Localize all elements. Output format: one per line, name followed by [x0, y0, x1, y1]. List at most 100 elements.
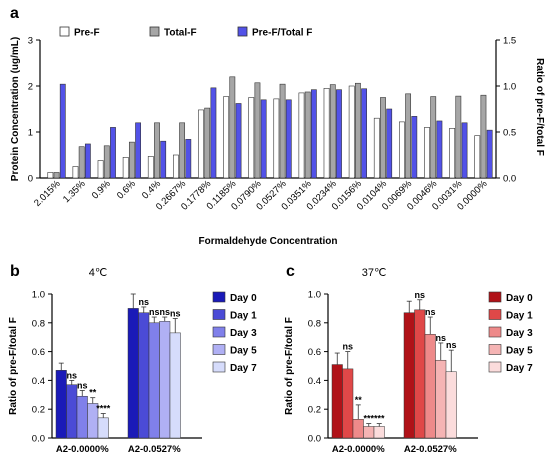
- bar-pre-f-total-f: [361, 88, 367, 179]
- bar-total-f: [304, 91, 311, 179]
- y-tick-label: 1.0: [308, 290, 321, 301]
- significance-label: **: [355, 395, 363, 405]
- x-category-label: A2-0.0527%: [128, 444, 181, 455]
- significance-label: ns: [66, 370, 77, 380]
- x-tick-label: 1.35%: [61, 178, 88, 205]
- bar-day-5: [159, 321, 171, 439]
- bar-pre-f: [248, 97, 255, 179]
- significance-label: ns: [170, 308, 181, 318]
- significance-label: ns: [342, 342, 353, 352]
- bar-total-f: [128, 141, 135, 179]
- bar-day-3: [424, 334, 436, 439]
- legend-label: Day 3: [506, 328, 533, 339]
- significance-label: **: [89, 388, 97, 398]
- bar-pre-f-total-f: [260, 99, 267, 179]
- legend-swatch: [488, 291, 502, 303]
- bar-pre-f: [298, 92, 305, 179]
- y-tick-label-left: 1: [28, 128, 33, 139]
- bar-pre-f-total-f: [235, 103, 242, 179]
- bar-pre-f: [97, 160, 104, 179]
- y-tick-label: 0.6: [308, 347, 321, 358]
- y-tick-label-right: 1.5: [503, 36, 516, 47]
- significance-label: ns: [435, 333, 446, 343]
- significance-label: ****: [96, 404, 111, 414]
- bar-pre-f: [474, 135, 481, 179]
- bar-total-f: [455, 95, 462, 179]
- bar-pre-f-total-f: [59, 83, 66, 179]
- y-tick-label: 0.0: [32, 434, 45, 445]
- x-tick-label: 2.015%: [32, 178, 63, 209]
- bar-pre-f-total-f: [411, 116, 418, 179]
- legend-swatch: [59, 26, 70, 37]
- bar-total-f: [204, 107, 211, 179]
- legend-c: Day 0 Day 1 Day 3 Day 5 Day 7: [488, 291, 533, 374]
- bar-total-f: [480, 94, 487, 179]
- bar-pre-f-total-f: [135, 122, 141, 179]
- x-category-label: A2-0.0000%: [56, 444, 109, 455]
- significance-label: ns: [425, 307, 436, 317]
- panel-a: a 0 1 2 3 0.0 0.5 1.0 1.5 Protein Concentration (…: [10, 5, 545, 247]
- legend-label: Day 5: [230, 346, 257, 357]
- bar-day-3: [352, 419, 364, 439]
- bar-pre-f: [47, 172, 54, 179]
- legend-label: Day 0: [506, 293, 533, 304]
- panel-title: 4℃: [89, 267, 107, 279]
- bar-total-f: [229, 76, 236, 179]
- bar-day-0: [55, 370, 67, 439]
- significance-label: ns: [446, 340, 457, 350]
- y-tick-label-left: 0: [28, 174, 33, 185]
- bar-day-5: [435, 359, 447, 439]
- x-tick-label: 0.6%: [115, 178, 138, 201]
- y-tick-label-left: 2: [28, 82, 33, 93]
- bar-pre-f-total-f: [310, 89, 317, 179]
- legend-swatch: [212, 361, 226, 373]
- y-axis-label-left: Protein Concentration (ug/mL): [10, 37, 21, 181]
- bar-day-1: [66, 384, 78, 439]
- panel-c: c 37℃ 0.0 0.2 0.4 0.6 0.8 1.0 Ratio of pre-F/tot…: [284, 263, 533, 455]
- legend-swatch: [488, 344, 502, 355]
- bar-total-f: [430, 96, 437, 179]
- bar-total-f: [329, 84, 336, 179]
- legend-swatch: [237, 26, 248, 37]
- bar-total-f: [279, 83, 286, 179]
- y-tick-label: 0.0: [308, 434, 321, 445]
- bar-pre-f: [399, 121, 405, 179]
- legend-swatch: [149, 26, 160, 37]
- bar-pre-f: [373, 117, 380, 179]
- bar-total-f: [179, 122, 186, 179]
- legend-label: Day 7: [230, 363, 257, 374]
- bar-total-f: [354, 82, 361, 179]
- legend-swatch: [212, 344, 226, 355]
- y-tick-label-left: 3: [28, 36, 33, 47]
- legend-label: Day 7: [506, 363, 533, 374]
- bar-pre-f-total-f: [486, 129, 493, 179]
- bar-pre-f: [173, 154, 179, 179]
- bar-pre-f: [198, 109, 204, 179]
- legend-label: Day 5: [506, 346, 533, 357]
- y-tick-label: 0.4: [308, 376, 321, 387]
- legend-label: Day 0: [230, 293, 257, 304]
- significance-label: ns: [77, 380, 88, 390]
- bar-pre-f-total-f: [285, 99, 292, 179]
- bar-pre-f: [147, 156, 154, 179]
- bar-pre-f-total-f: [84, 143, 91, 179]
- x-category-label: A2-0.0527%: [404, 444, 457, 455]
- significance-label: ***: [363, 414, 374, 424]
- bar-day-5: [363, 426, 375, 439]
- y-tick-label: 0.2: [32, 405, 45, 416]
- significance-label: ns: [138, 297, 149, 307]
- panel-letter-c: c: [286, 263, 295, 280]
- bar-pre-f-total-f: [336, 89, 342, 179]
- panel-title: 37℃: [362, 267, 387, 279]
- bar-total-f: [103, 145, 110, 179]
- bar-pre-f-total-f: [160, 140, 167, 179]
- bar-total-f: [154, 122, 160, 179]
- bar-day-7: [97, 417, 109, 439]
- y-tick-label: 0.8: [308, 318, 321, 329]
- legend-label: Pre-F/Total F: [252, 28, 312, 39]
- bar-day-7: [373, 426, 385, 439]
- x-category-label: A2-0.0000%: [332, 444, 385, 455]
- bar-day-3: [148, 322, 160, 439]
- bar-total-f: [254, 82, 261, 179]
